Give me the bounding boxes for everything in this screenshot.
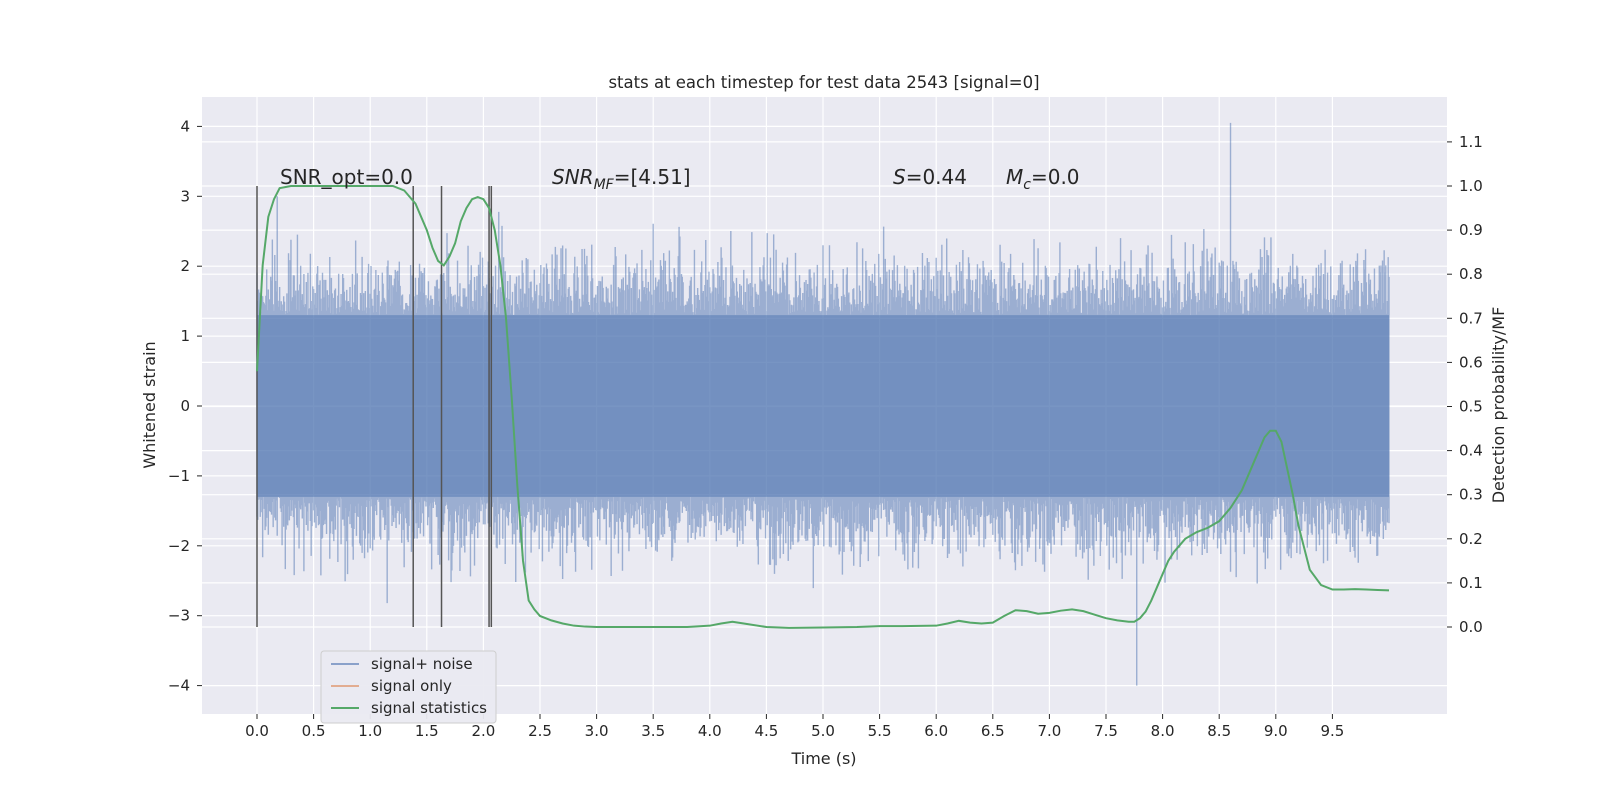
- x-tick-label: 6.0: [924, 722, 948, 740]
- x-tick-label: 9.0: [1264, 722, 1288, 740]
- y-tick-label: 0: [180, 397, 190, 415]
- y2-tick-label: 0.1: [1459, 574, 1483, 592]
- y2-tick-label: 0.6: [1459, 353, 1483, 371]
- x-tick-label: 1.0: [358, 722, 382, 740]
- y-tick-label: −4: [168, 677, 190, 695]
- vertical-markers: [256, 186, 493, 627]
- x-tick-label: 4.5: [754, 722, 778, 740]
- y2-tick-label: 0.9: [1459, 221, 1483, 239]
- annotation-snr-mf: SNRMF=[4.51]: [552, 165, 691, 193]
- snr-mf-value: =[4.51]: [614, 165, 691, 189]
- s-symbol: S: [893, 165, 906, 189]
- y2-tick-label: 0.4: [1459, 442, 1483, 460]
- x-tick-label: 5.5: [868, 722, 892, 740]
- y-tick-label: 2: [180, 257, 190, 275]
- y2-tick-label: 1.0: [1459, 177, 1483, 195]
- s-value: =0.44: [906, 165, 967, 189]
- y-tick-label: 3: [180, 187, 190, 205]
- y2-tick-label: 0.2: [1459, 530, 1483, 548]
- snr-mf-symbol: SNR: [552, 165, 594, 189]
- statistics-line: [256, 185, 1390, 629]
- x-tick-label: 0.0: [245, 722, 269, 740]
- x-axis-label: Time (s): [790, 749, 856, 768]
- snr-mf-subscript: MF: [594, 177, 615, 193]
- y2-tick-label: 1.1: [1459, 133, 1483, 151]
- x-tick-label: 7.5: [1094, 722, 1118, 740]
- y2-tick-label: 0.0: [1459, 618, 1483, 636]
- x-tick-label: 8.0: [1151, 722, 1175, 740]
- x-tick-label: 0.5: [302, 722, 326, 740]
- x-tick-label: 6.5: [981, 722, 1005, 740]
- x-tick-label: 2.0: [471, 722, 495, 740]
- noise-series: [256, 122, 1390, 686]
- statistics-series: [256, 185, 1390, 629]
- chart-title: stats at each timestep for test data 254…: [608, 73, 1039, 92]
- annotation-mc: Mc=0.0: [1006, 165, 1080, 193]
- x-tick-label: 7.0: [1037, 722, 1061, 740]
- legend-box: [320, 650, 497, 724]
- annotation-snr-opt: SNR_opt=0.0: [280, 165, 413, 189]
- y-tick-label: −3: [168, 607, 190, 625]
- y2-tick-label: 0.7: [1459, 309, 1483, 327]
- y-tick-label: −1: [168, 467, 190, 485]
- x-tick-label: 9.5: [1320, 722, 1344, 740]
- y-tick-label: 1: [180, 327, 190, 345]
- x-tick-label: 4.0: [698, 722, 722, 740]
- annotation-s: S=0.44: [893, 165, 967, 189]
- y-tick-label: −2: [168, 537, 190, 555]
- x-tick-label: 5.0: [811, 722, 835, 740]
- mc-symbol: M: [1006, 165, 1023, 189]
- mc-value: =0.0: [1031, 165, 1080, 189]
- y2-tick-label: 0.3: [1459, 486, 1483, 504]
- y-tick-label: 4: [180, 117, 190, 135]
- legend-label-statistics: signal statistics: [371, 699, 487, 717]
- x-tick-label: 3.0: [585, 722, 609, 740]
- y2-tick-label: 0.5: [1459, 398, 1483, 416]
- x-tick-label: 2.5: [528, 722, 552, 740]
- x-tick-label: 3.5: [641, 722, 665, 740]
- mc-subscript: c: [1023, 177, 1031, 193]
- y2-tick-label: 0.8: [1459, 265, 1483, 283]
- legend: signal+ noise signal only signal statist…: [320, 650, 497, 724]
- x-tick-label: 1.5: [415, 722, 439, 740]
- legend-label-noise: signal+ noise: [371, 655, 473, 673]
- x-tick-label: 8.5: [1207, 722, 1231, 740]
- axes: 0.0 0.5 1.0 1.5 2.0 2.5 3.0 3.5 4.0 4.5 5.0 5.5 6.0 6…: [168, 117, 1483, 740]
- legend-label-signal-only: signal only: [371, 677, 452, 695]
- y2-axis-label: Detection probability/MF: [1489, 307, 1508, 504]
- y-axis-label: Whitened strain: [140, 341, 159, 468]
